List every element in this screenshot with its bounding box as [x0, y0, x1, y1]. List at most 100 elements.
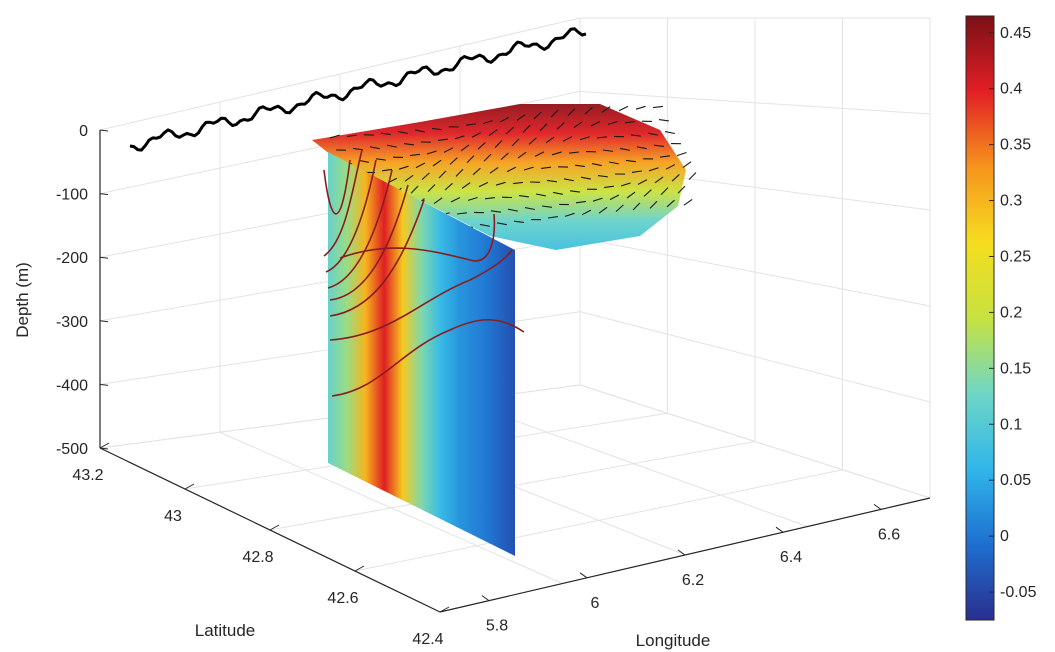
velocity-arrow	[632, 202, 641, 211]
colorbar-tick-label: -0.05	[1000, 584, 1037, 601]
velocity-arrow	[518, 195, 529, 198]
velocity-arrow	[562, 136, 573, 142]
depth-tick-label: -300	[56, 314, 88, 331]
velocity-arrow	[624, 121, 635, 124]
velocity-arrow	[581, 209, 592, 216]
velocity-arrow	[619, 147, 630, 151]
latitude-tick-label: 43.2	[72, 467, 103, 484]
velocity-arrow	[454, 135, 465, 140]
velocity-arrow	[626, 191, 636, 199]
colorbar-tick-label: 0.4	[1000, 81, 1022, 98]
velocity-arrow	[443, 147, 454, 153]
velocity-arrow	[580, 176, 591, 180]
velocity-arrow	[682, 161, 692, 169]
contour-line	[331, 318, 525, 397]
contour-line	[339, 213, 496, 262]
velocity-arrow	[358, 159, 369, 163]
velocity-arrow	[403, 143, 414, 146]
velocity-arrow	[522, 124, 531, 133]
velocity-arrow	[437, 138, 448, 141]
velocity-arrow	[488, 129, 498, 137]
depth-tick	[99, 193, 109, 196]
longitude-tick-label: 6.6	[878, 526, 900, 543]
velocity-arrow	[398, 165, 409, 170]
longitude-tick	[775, 526, 784, 533]
velocity-arrow	[652, 105, 663, 109]
vertical-section	[323, 149, 525, 556]
velocity-arrow	[579, 136, 590, 141]
latitude-axis-label: Latitude	[195, 621, 256, 640]
velocity-arrow	[567, 108, 576, 116]
colorbar-gradient	[965, 15, 995, 621]
velocity-arrow	[568, 151, 579, 154]
colorbar-ticks: 0.45 0.4 0.35 0.3 0.25 0.2 0.15 0.1 0.05 0 -0.05	[989, 25, 1037, 601]
velocity-arrow	[677, 185, 686, 194]
velocity-arrow	[375, 158, 386, 161]
velocity-arrow	[467, 196, 478, 201]
velocity-arrow	[546, 179, 557, 183]
velocity-arrow	[591, 163, 602, 167]
velocity-arrow	[664, 131, 675, 135]
velocity-arrow	[556, 122, 565, 130]
velocity-arrow	[601, 106, 611, 113]
velocity-arrow	[506, 166, 517, 173]
velocity-arrow	[421, 172, 430, 181]
velocity-arrow	[648, 167, 659, 172]
velocity-arrow	[539, 123, 548, 132]
velocity-arrow	[602, 149, 613, 152]
coastline	[129, 27, 587, 152]
velocity-arrow	[479, 223, 490, 227]
grid-line	[354, 469, 843, 572]
velocity-arrow	[516, 114, 526, 121]
depth-tick	[99, 256, 109, 259]
contour-line	[325, 159, 377, 273]
velocity-arrow	[456, 212, 467, 215]
velocity-arrow	[471, 132, 482, 138]
velocity-arrow	[665, 164, 676, 170]
velocity-arrow	[505, 126, 514, 135]
longitude-tick	[579, 572, 588, 579]
velocity-arrow	[427, 184, 436, 192]
velocity-arrow	[528, 137, 537, 145]
depth-tick-label: -400	[56, 377, 88, 394]
depth-tick-label: -500	[56, 441, 88, 458]
velocity-arrow	[575, 200, 586, 204]
velocity-arrow	[414, 129, 425, 133]
velocity-arrow	[352, 147, 363, 151]
velocity-arrow	[410, 185, 419, 194]
contour-line	[327, 169, 393, 289]
velocity-arrow	[637, 179, 648, 185]
velocity-arrow	[450, 197, 461, 203]
velocity-arrow	[552, 191, 563, 195]
coastline-path	[129, 27, 587, 152]
velocity-arrow	[500, 152, 509, 161]
velocity-arrow	[590, 121, 601, 127]
velocity-arrow	[455, 168, 464, 177]
velocity-arrow	[569, 190, 580, 193]
colorbar-tick-label: 0.1	[1000, 416, 1022, 433]
latitude-tick-label: 43	[164, 508, 182, 525]
grid-line	[579, 384, 931, 499]
colorbar-tick-label: 0.3	[1000, 193, 1022, 210]
velocity-arrow	[461, 182, 471, 189]
velocity-arrow	[432, 159, 442, 167]
velocity-arrow	[483, 153, 492, 162]
velocity-arrow	[438, 170, 447, 179]
velocity-arrow	[688, 172, 697, 180]
depth-tick-label: -100	[56, 187, 88, 204]
colorbar-tick-label: 0.25	[1000, 248, 1031, 265]
colorbar-tick-label: 0.2	[1000, 304, 1022, 321]
latitude-tick	[99, 442, 110, 449]
depth-tick	[99, 447, 109, 450]
latitude-tick	[269, 524, 280, 531]
velocity-arrow	[465, 123, 476, 126]
velocity-arrow	[426, 150, 437, 155]
velocity-arrow	[381, 168, 392, 172]
velocity-arrow	[517, 151, 527, 159]
latitude-tick	[184, 483, 195, 490]
colorbar-tick-label: 0.45	[1000, 25, 1031, 42]
colorbar-tick-label: 0	[1000, 528, 1009, 545]
velocity-arrow	[477, 142, 486, 150]
velocity-arrow	[535, 193, 546, 197]
velocity-arrow	[499, 116, 510, 123]
